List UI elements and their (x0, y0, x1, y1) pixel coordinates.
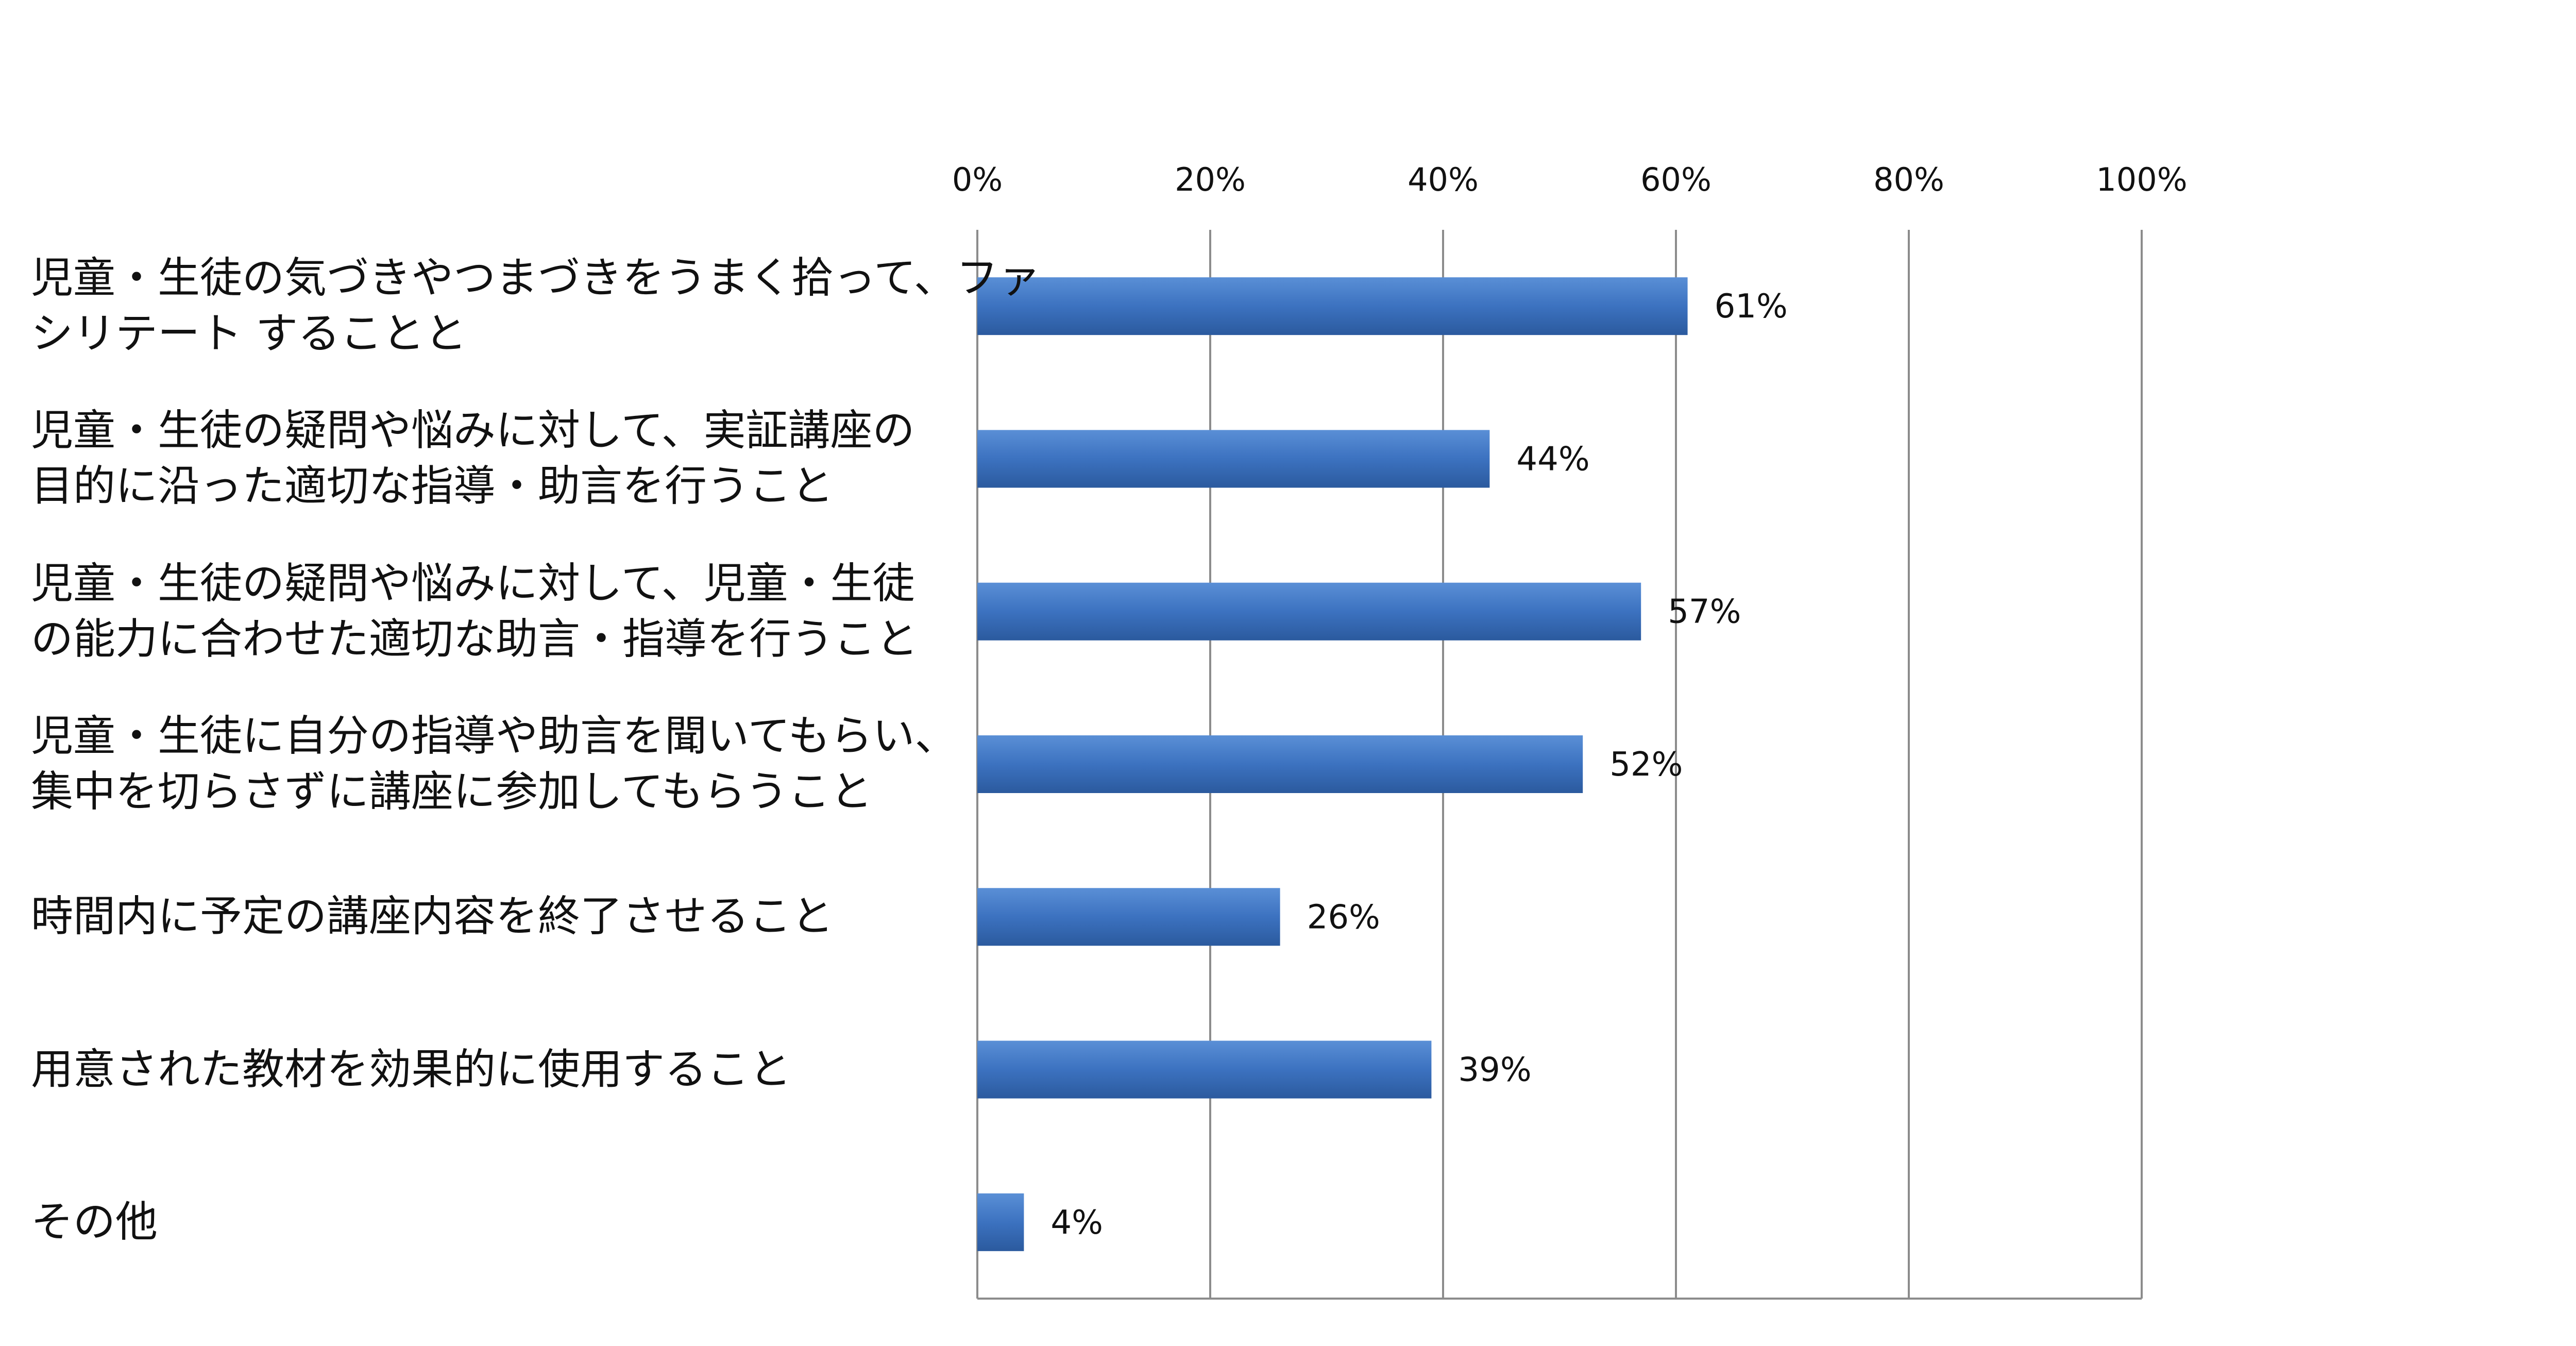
x-tick-label: 100% (2096, 161, 2187, 198)
category-label-line: 児童・生徒の疑問や悩みに対して、実証講座の (31, 406, 915, 456)
data-label: 52% (1609, 746, 1683, 784)
category-label: 児童・生徒に自分の指導や助言を聞いてもらい、 集中を切らさずに講座に参加してもらう… (31, 709, 958, 820)
x-tick-label: 40% (1408, 161, 1479, 198)
x-tick-label: 0% (952, 161, 1003, 198)
x-tick-label: 80% (1873, 161, 1944, 198)
data-labels: 61% 44% 57% 52% 26% 39% 4% (1050, 288, 1787, 1242)
gridlines (976, 230, 2143, 1300)
bar (977, 277, 1688, 335)
category-label-line: シリテート することと (31, 309, 467, 359)
data-label: 44% (1516, 440, 1589, 478)
category-label-line: 児童・生徒の気づきやつまづきをうまく拾って、ファ (31, 254, 1041, 303)
category-label-line: 集中を切らさずに講座に参加してもらうこと (31, 767, 873, 816)
category-label: 児童・生徒の疑問や悩みに対して、実証講座の 目的に沿った適切な指導・助言を行うこと (31, 403, 958, 514)
bar (977, 582, 1641, 641)
category-label-line: 目的に沿った適切な指導・助言を行うこと (31, 462, 834, 511)
data-label: 61% (1715, 288, 1788, 326)
bars (977, 277, 1688, 1251)
category-label-line: 用意された教材を効果的に使用すること (31, 1045, 792, 1094)
bar (977, 1040, 1432, 1099)
data-label: 39% (1458, 1051, 1531, 1089)
category-label-line: その他 (31, 1197, 158, 1247)
category-label: 児童・生徒の疑問や悩みに対して、児童・生徒 の能力に合わせた適切な助言・指導を行う… (31, 556, 958, 667)
category-label-line: 児童・生徒に自分の指導や助言を聞いてもらい、 (31, 712, 957, 761)
category-label: 用意された教材を効果的に使用すること (31, 1042, 958, 1098)
x-tick-label: 60% (1640, 161, 1711, 198)
x-tick-label: 20% (1175, 161, 1246, 198)
category-label-line: 時間内に予定の講座内容を終了させること (31, 892, 834, 941)
bar (977, 1193, 1024, 1251)
x-axis-tick-labels: 0% 20% 40% 60% 80% 100% (952, 161, 2188, 198)
data-label: 26% (1307, 898, 1380, 936)
category-label-line: の能力に合わせた適切な助言・指導を行うこと (31, 614, 919, 664)
category-label: 児童・生徒の気づきやつまづきをうまく拾って、ファ シリテート することと (31, 250, 1041, 362)
bar (977, 735, 1583, 793)
category-label-line: 児童・生徒の疑問や悩みに対して、児童・生徒 (31, 559, 915, 608)
category-label: その他 (31, 1194, 958, 1250)
data-label: 57% (1668, 593, 1741, 631)
data-label: 4% (1050, 1204, 1103, 1242)
bar (977, 430, 1490, 488)
category-label: 時間内に予定の講座内容を終了させること (31, 889, 958, 945)
bar (977, 888, 1280, 946)
